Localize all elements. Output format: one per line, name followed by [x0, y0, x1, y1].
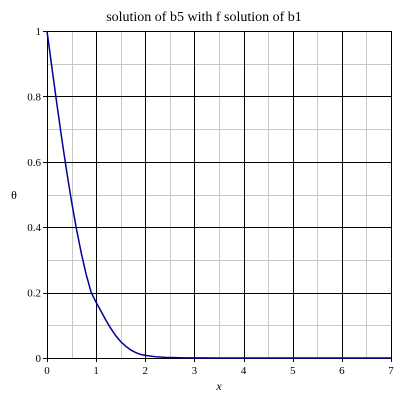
y-tick-label: 1: [36, 26, 42, 38]
x-tick-label: 7: [388, 365, 394, 377]
y-tick-label: 0: [36, 353, 42, 365]
x-tick-label: 3: [192, 365, 198, 377]
chart-title: solution of b5 with f solution of b1: [106, 10, 302, 25]
y-tick-label: 0.6: [27, 157, 41, 169]
x-tick-label: 4: [241, 365, 247, 377]
x-tick-label: 1: [93, 365, 99, 377]
x-tick-labels: 0 1 2 3 4 5 6 7: [44, 365, 394, 377]
x-tick-label: 0: [44, 365, 50, 377]
x-tick-label: 6: [339, 365, 345, 377]
y-axis-label: θ: [11, 188, 17, 202]
x-axis-label: x: [215, 379, 222, 393]
y-tick-label: 0.8: [27, 91, 41, 103]
series-group: [46, 30, 391, 359]
y-tick-label: 0.2: [27, 288, 41, 300]
y-tick-labels: 0 0.2 0.4 0.6 0.8 1: [27, 26, 41, 365]
y-tick-label: 0.4: [27, 222, 41, 234]
grid-minor: [47, 31, 391, 358]
x-tick-label: 5: [290, 365, 296, 377]
axes: [43, 31, 392, 362]
series-line-0: [46, 30, 391, 359]
x-tick-label: 2: [143, 365, 149, 377]
